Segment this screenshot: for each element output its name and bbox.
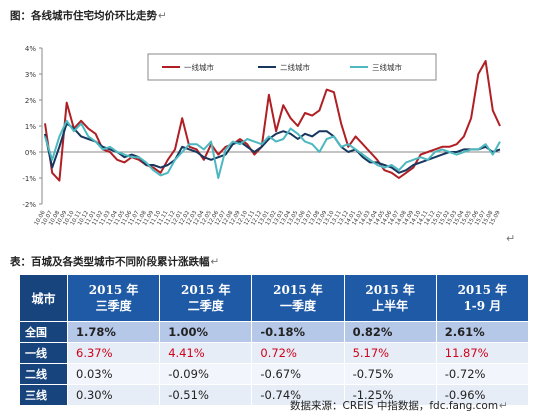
row-header: 全国 [19, 321, 68, 343]
table-row: 一线 6.37% 4.41% 0.72% 5.17% 11.87% [19, 342, 530, 364]
column-header-year: 2015 年 [273, 283, 323, 297]
column-header-year: 2015 年 [457, 283, 508, 297]
table-cell: -0.96% [435, 384, 530, 406]
table-cell: 6.37% [66, 342, 161, 364]
table-caption-text: 表：百城及各类型城市不同阶段累计涨跌幅 [10, 256, 210, 268]
paragraph-mark-icon: ↵ [499, 400, 508, 412]
table-caption: 表：百城及各类型城市不同阶段累计涨跌幅↵ [10, 254, 219, 269]
corner-header: 城市 [19, 274, 68, 322]
table-cell: -0.18% [251, 321, 345, 343]
table-cell: 0.30% [66, 384, 161, 406]
chart-legend: 一线城市 二线城市 三线城市 [147, 53, 437, 81]
y-tick-label: -1% [22, 175, 36, 183]
legend-label: 三线城市 [372, 62, 402, 72]
cumulative-change-table: 城市 2015 年三季度 2015 年二季度 2015 年一季度 2015 年上… [19, 274, 530, 406]
paragraph-mark-icon: ↵ [506, 232, 515, 245]
table-cell: -0.51% [159, 384, 253, 406]
table-cell: 1.00% [159, 321, 253, 343]
figure-caption: 图：各线城市住宅均价环比走势↵ [10, 8, 167, 23]
table-cell: 0.82% [343, 321, 437, 343]
legend-label: 二线城市 [280, 62, 310, 72]
data-source-note: 数据来源：CREIS 中指数据，fdc.fang.com↵ [290, 398, 508, 413]
column-header-period: 三季度 [95, 299, 132, 313]
figure-caption-text: 图：各线城市住宅均价环比走势 [10, 10, 157, 22]
y-tick-labels: 4% 3% 2% 1% 0% -1% -2% [22, 45, 36, 209]
column-header-period: 上半年 [372, 299, 409, 313]
table-cell: -1.25% [343, 384, 437, 406]
line-chart: 4% 3% 2% 1% 0% -1% -2% 10.0610.0710.0810.0910.… [22, 45, 515, 245]
column-header-period: 一季度 [279, 299, 316, 313]
y-tick-label: 4% [25, 45, 36, 53]
legend-frame [147, 53, 437, 81]
table-cell: 0.03% [66, 363, 161, 385]
column-header: 2015 年一季度 [251, 274, 345, 322]
column-header: 2015 年 1-9 月 [435, 274, 530, 322]
series-line-2 [44, 122, 501, 174]
x-tick-labels: 10.0610.0710.0810.0910.1010.1110.1211.01… [34, 210, 502, 227]
table-cell: 5.17% [343, 342, 437, 364]
table-row: 三线 0.30% -0.51% -0.74% -1.25% -0.96% [19, 384, 530, 406]
table-cell: -0.67% [251, 363, 345, 385]
table-row: 二线 0.03% -0.09% -0.67% -0.75% -0.72% [19, 363, 530, 385]
table-row: 全国 1.78% 1.00% -0.18% 0.82% 2.61% [19, 321, 530, 343]
data-source-text: 数据来源：CREIS 中指数据，fdc.fang.com [290, 400, 499, 412]
paragraph-mark-icon: ↵ [210, 256, 220, 268]
series-line-1 [44, 60, 501, 182]
column-header-period: 二季度 [187, 299, 224, 313]
table-cell: -0.75% [343, 363, 437, 385]
table-header-row: 城市 2015 年三季度 2015 年二季度 2015 年一季度 2015 年上… [19, 274, 530, 322]
y-tick-label: 1% [25, 123, 36, 131]
column-header-year: 2015 年 [180, 283, 231, 297]
column-header-year: 2015 年 [365, 283, 415, 297]
y-tick-label: 2% [25, 97, 36, 105]
column-header: 2015 年二季度 [159, 274, 253, 322]
column-header: 2015 年三季度 [66, 274, 161, 322]
paragraph-mark-icon: ↵ [158, 10, 167, 22]
table-cell: -0.74% [251, 384, 345, 406]
row-header: 二线 [19, 363, 68, 385]
table-cell: 0.72% [251, 342, 345, 364]
series-lines [44, 60, 501, 182]
y-tick-label: -2% [22, 201, 36, 209]
table-cell: 1.78% [66, 321, 161, 343]
y-tick-label: 3% [25, 71, 36, 79]
table-cell: -0.09% [159, 363, 253, 385]
table-cell: 4.41% [159, 342, 253, 364]
series-line-3 [44, 119, 501, 179]
column-header-year: 2015 年 [88, 283, 139, 297]
table-cell: 11.87% [435, 342, 530, 364]
row-header: 一线 [19, 342, 68, 364]
table-cell: -0.72% [435, 363, 530, 385]
column-header-period: 1-9 月 [463, 299, 502, 313]
legend-label: 一线城市 [184, 62, 214, 72]
column-header: 2015 年上半年 [343, 274, 437, 322]
row-header: 三线 [19, 384, 68, 406]
table-cell: 2.61% [435, 321, 530, 343]
y-tick-label: 0% [25, 149, 36, 157]
